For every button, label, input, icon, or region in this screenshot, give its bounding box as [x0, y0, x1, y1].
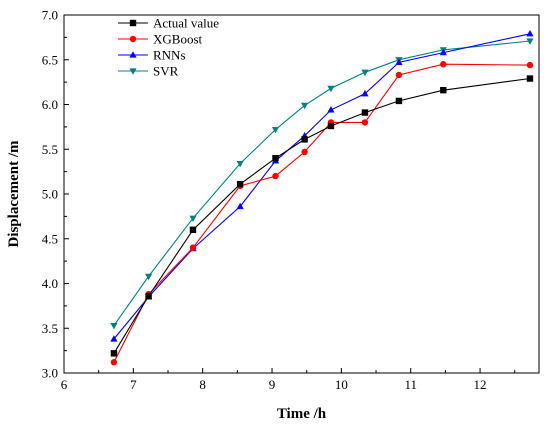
- data-point-svr: [301, 102, 309, 110]
- x-tick-label: 6: [61, 377, 68, 392]
- data-point-actual-value: [327, 122, 335, 130]
- y-tick-label: 5.0: [42, 187, 58, 202]
- x-tick-label: 10: [335, 377, 348, 392]
- data-point-actual-value: [440, 86, 447, 94]
- data-point-rnns: [327, 106, 335, 113]
- data-point-svr: [189, 215, 197, 222]
- x-tick-label: 9: [269, 377, 276, 392]
- data-point-actual-value: [145, 292, 152, 300]
- data-point-actual-value: [272, 155, 279, 162]
- x-tick-label: 8: [199, 377, 206, 392]
- y-tick-label: 4.5: [42, 231, 58, 246]
- legend-item-rnns: RNNs: [118, 48, 186, 63]
- data-point-xgboost: [301, 148, 308, 156]
- data-point-svr: [110, 322, 118, 330]
- y-tick-label: 4.0: [42, 276, 58, 291]
- legend-swatch-marker: [129, 35, 137, 43]
- data-point-svr: [236, 160, 244, 168]
- x-tick-label: 7: [130, 377, 137, 392]
- legend-item-svr: SVR: [118, 64, 179, 79]
- legend-item-actual-value: Actual value: [118, 16, 219, 31]
- data-point-svr: [327, 85, 335, 93]
- data-point-xgboost: [395, 71, 403, 79]
- data-point-xgboost: [440, 61, 447, 68]
- y-tick-label: 3.0: [42, 366, 58, 381]
- legend-label: RNNs: [153, 48, 186, 63]
- series-svr: [110, 38, 534, 330]
- data-point-actual-value: [236, 180, 244, 188]
- data-point-svr: [271, 126, 280, 134]
- series-line-actual-value: [113, 77, 531, 354]
- series-layer: [110, 29, 534, 366]
- y-tick-label: 6.0: [42, 97, 58, 112]
- legend-label: XGBoost: [153, 32, 203, 47]
- legend-swatch-marker: [129, 19, 137, 27]
- x-axis-title: Time /h: [277, 406, 327, 422]
- legend-item-xgboost: XGBoost: [118, 32, 203, 47]
- data-point-svr: [361, 69, 369, 77]
- data-point-rnns: [361, 89, 369, 97]
- x-tick-label: 12: [474, 377, 487, 392]
- data-point-xgboost: [361, 119, 369, 126]
- series-line-xgboost: [113, 63, 531, 363]
- y-tick-label: 5.5: [42, 142, 58, 157]
- y-tick-label: 3.5: [42, 321, 58, 336]
- legend-swatch-marker: [129, 51, 137, 58]
- data-point-actual-value: [110, 350, 118, 357]
- data-point-actual-value: [526, 75, 534, 82]
- legend-swatch-marker: [129, 68, 137, 75]
- data-point-rnns: [236, 202, 244, 210]
- series-actual-value: [110, 75, 534, 357]
- data-point-svr: [526, 38, 534, 45]
- y-tick-label: 6.5: [42, 52, 58, 67]
- y-tick-label: 7.0: [42, 8, 58, 23]
- series-line-rnns: [113, 33, 531, 340]
- data-point-rnns: [439, 48, 447, 56]
- data-point-xgboost: [110, 359, 118, 366]
- x-tick-label: 11: [404, 377, 417, 392]
- data-point-xgboost: [272, 172, 279, 180]
- legend-label: Actual value: [153, 16, 219, 31]
- series-xgboost: [110, 61, 534, 366]
- data-point-rnns: [395, 58, 403, 66]
- data-point-actual-value: [189, 226, 197, 233]
- data-point-xgboost: [526, 61, 534, 69]
- legend-label: SVR: [153, 64, 179, 79]
- data-point-rnns: [110, 335, 118, 342]
- data-point-actual-value: [301, 136, 308, 143]
- data-point-actual-value: [361, 109, 369, 116]
- data-point-rnns: [526, 29, 534, 37]
- y-axis-title: Displacement /m: [6, 140, 22, 248]
- x-axis: 6 7 8 9 10 11 12: [61, 368, 516, 392]
- y-axis: 3.0 3.5 4.0 4.5 5.0 5.5 6.0 6.5 7.0: [42, 8, 69, 381]
- data-point-actual-value: [395, 97, 403, 105]
- data-point-xgboost: [189, 244, 197, 251]
- series-line-svr: [113, 40, 531, 326]
- data-point-svr: [144, 273, 153, 281]
